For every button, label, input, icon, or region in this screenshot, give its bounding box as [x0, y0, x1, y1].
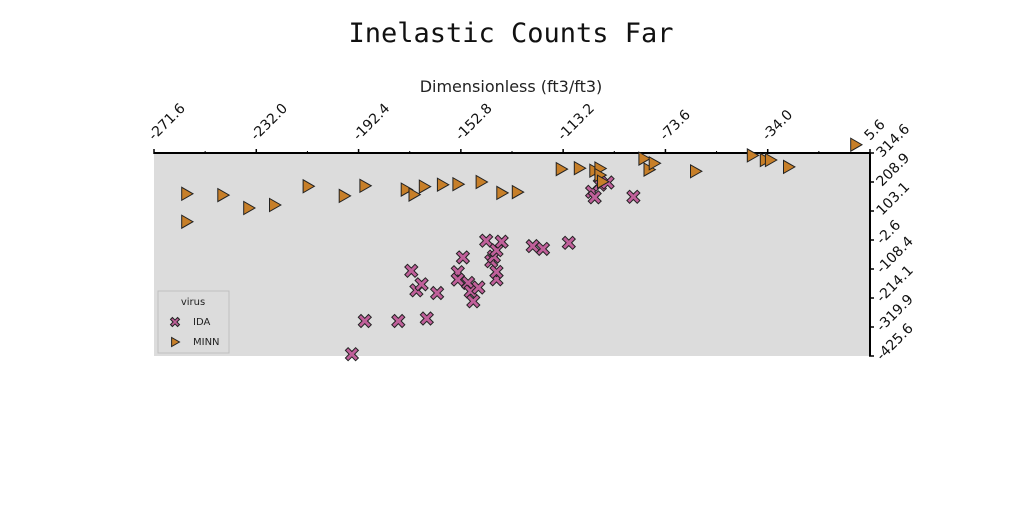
ida-point [626, 189, 641, 205]
ida-point [561, 235, 577, 251]
ida-point [429, 285, 445, 301]
minn-point [418, 179, 432, 194]
chart-title: Inelastic Counts Far [348, 18, 673, 49]
x-tick-label: -232.0 [248, 101, 291, 144]
ida-point [455, 250, 471, 265]
minn-point [302, 178, 316, 194]
legend: virus IDA MINN [157, 290, 230, 354]
x-tick-label: -271.6 [146, 101, 189, 144]
ida-point [404, 263, 419, 279]
minn-point [452, 176, 466, 192]
minn-point [511, 184, 525, 200]
minn-point [638, 151, 652, 166]
ida-point [466, 294, 481, 309]
legend-minn-marker-shape [171, 336, 181, 348]
minn-point [648, 155, 662, 171]
ida-point [494, 234, 509, 249]
minn-point [746, 148, 760, 163]
plot-area [154, 153, 870, 356]
legend-title: virus [181, 297, 205, 308]
ida-point [357, 313, 373, 329]
minn-point [475, 174, 489, 190]
ida-point [414, 277, 429, 292]
legend-marker-ida [169, 316, 181, 328]
legend-marker-minn [171, 336, 181, 348]
minn-point [181, 214, 195, 230]
ida-point [587, 190, 602, 205]
x-axis-label: Dimensionless (ft3/ft3) [420, 77, 603, 96]
legend-label-ida: IDA [193, 317, 210, 328]
minn-point [783, 159, 796, 175]
ida-point [391, 313, 406, 329]
minn-point [555, 161, 569, 177]
x-tick-label: -152.8 [452, 101, 495, 144]
minn-point [496, 185, 510, 201]
data-points [181, 137, 864, 362]
x-tick-label: -73.6 [657, 107, 694, 144]
minn-point [597, 174, 610, 190]
minn-point [408, 187, 422, 202]
minn-point [850, 137, 864, 153]
minn-point [217, 187, 231, 203]
x-tick-label: -192.4 [350, 101, 393, 144]
minn-point [359, 178, 373, 194]
minn-point [181, 186, 195, 202]
x-tick-label: -34.0 [759, 107, 796, 144]
legend-box [157, 290, 230, 354]
ida-point [535, 241, 551, 257]
minn-point [573, 160, 587, 176]
minn-point [764, 152, 778, 168]
minn-point [690, 163, 703, 179]
x-tick-label: -113.2 [555, 101, 598, 144]
y-axis: 314.6208.9103.1-2.6-108.4-214.1-319.9-42… [869, 121, 917, 364]
minn-point [400, 182, 414, 197]
minn-point [243, 200, 257, 216]
minn-point [338, 188, 352, 204]
minn-point [269, 197, 282, 213]
ida-point [419, 311, 435, 326]
legend-label-minn: MINN [193, 337, 220, 348]
ida-point [489, 264, 504, 280]
minn-point [436, 177, 450, 193]
x-axis: -271.6 -232.0 -192.4 -152.8 -113.2 -73.6 -34.0… [146, 101, 889, 154]
ida-point [344, 346, 360, 362]
ida-point [471, 280, 486, 295]
legend-ida-marker-shape [169, 316, 181, 328]
